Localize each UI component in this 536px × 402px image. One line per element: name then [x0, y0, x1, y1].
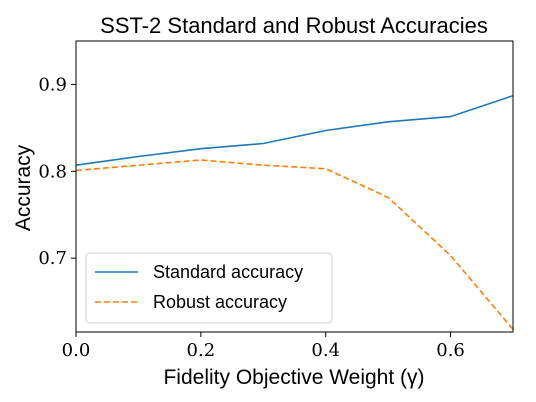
x-tick-label: 0.0 — [62, 340, 91, 361]
plot-frame — [75, 40, 514, 333]
legend: Standard accuracy Robust accuracy — [85, 252, 333, 324]
legend-label: Standard accuracy — [153, 262, 303, 282]
y-tick-label: 0.7 — [38, 248, 67, 269]
y-tick-label: 0.8 — [38, 161, 67, 182]
x-axis-label: Fidelity Objective Weight (γ) — [163, 366, 424, 389]
legend-label: Robust accuracy — [153, 292, 287, 312]
legend-box — [85, 252, 333, 324]
series-line-robust — [76, 159, 513, 330]
series-layer — [76, 94, 513, 330]
x-axis-ticks: 0.0 0.2 0.4 0.6 — [62, 332, 465, 361]
x-tick-label: 0.2 — [187, 340, 216, 361]
x-tick-label: 0.4 — [311, 340, 340, 361]
y-axis-label: Accuracy — [12, 144, 35, 231]
x-tick-label: 0.6 — [436, 340, 465, 361]
chart-title: SST-2 Standard and Robust Accuracies — [100, 13, 488, 38]
y-tick-label: 0.9 — [38, 74, 67, 95]
y-axis-ticks: 0.7 0.8 0.9 — [38, 74, 76, 269]
series-line-standard — [76, 94, 513, 166]
